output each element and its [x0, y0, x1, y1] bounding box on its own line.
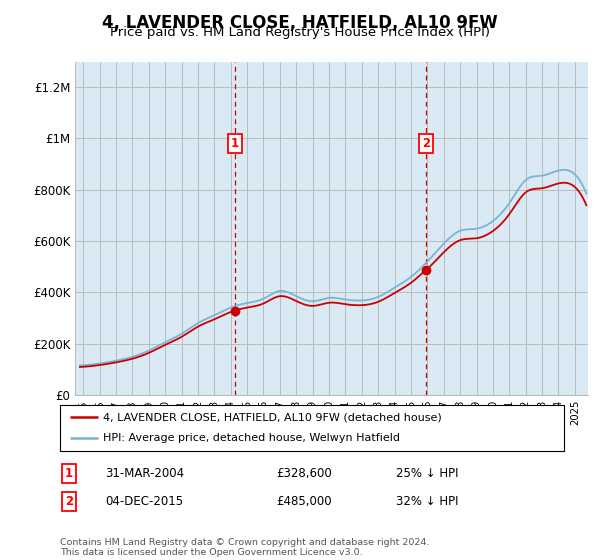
FancyBboxPatch shape [60, 405, 564, 451]
Text: £328,600: £328,600 [276, 466, 332, 480]
Text: 32% ↓ HPI: 32% ↓ HPI [396, 494, 458, 508]
Text: 1: 1 [231, 137, 239, 150]
Text: 2: 2 [422, 137, 430, 150]
Text: 1: 1 [65, 466, 73, 480]
Text: £485,000: £485,000 [276, 494, 332, 508]
Text: 4, LAVENDER CLOSE, HATFIELD, AL10 9FW: 4, LAVENDER CLOSE, HATFIELD, AL10 9FW [102, 14, 498, 32]
Text: 31-MAR-2004: 31-MAR-2004 [105, 466, 184, 480]
Text: 25% ↓ HPI: 25% ↓ HPI [396, 466, 458, 480]
Text: Contains HM Land Registry data © Crown copyright and database right 2024.
This d: Contains HM Land Registry data © Crown c… [60, 538, 430, 557]
Text: 2: 2 [65, 494, 73, 508]
Text: HPI: Average price, detached house, Welwyn Hatfield: HPI: Average price, detached house, Welw… [103, 433, 400, 444]
Text: 04-DEC-2015: 04-DEC-2015 [105, 494, 183, 508]
Text: Price paid vs. HM Land Registry's House Price Index (HPI): Price paid vs. HM Land Registry's House … [110, 26, 490, 39]
Text: 4, LAVENDER CLOSE, HATFIELD, AL10 9FW (detached house): 4, LAVENDER CLOSE, HATFIELD, AL10 9FW (d… [103, 412, 442, 422]
